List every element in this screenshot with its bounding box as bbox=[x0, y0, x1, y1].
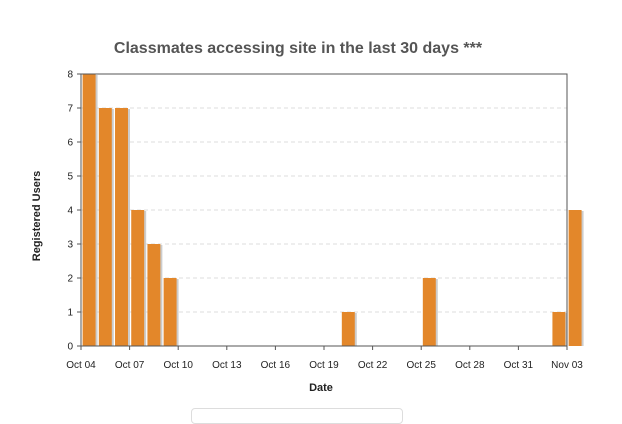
legend bbox=[191, 408, 403, 424]
chart-svg: Classmates accessing site in the last 30… bbox=[31, 40, 584, 394]
y-tick-label: 7 bbox=[67, 104, 73, 115]
y-tick-label: 6 bbox=[67, 138, 73, 149]
x-tick-label: Nov 03 bbox=[551, 360, 583, 371]
x-tick-label: Oct 16 bbox=[261, 360, 291, 371]
bar bbox=[552, 312, 566, 346]
bar bbox=[147, 244, 161, 346]
y-tick-label: 2 bbox=[67, 274, 73, 285]
y-tick-label: 3 bbox=[67, 240, 73, 251]
bar bbox=[422, 278, 436, 346]
y-tick-label: 4 bbox=[67, 206, 73, 217]
bar bbox=[341, 312, 355, 346]
x-tick-label: Oct 04 bbox=[66, 360, 96, 371]
y-axis-label: Registered Users bbox=[31, 171, 43, 262]
y-ticks: 0 1 2 3 4 5 6 7 8 bbox=[67, 70, 81, 353]
bars bbox=[82, 74, 584, 346]
x-tick-label: Oct 28 bbox=[455, 360, 485, 371]
chart: Classmates accessing site in the last 30… bbox=[31, 40, 584, 424]
bar bbox=[98, 108, 112, 346]
x-ticks: Oct 04 Oct 07 Oct 10 Oct 13 Oct 16 Oct 19 Oct … bbox=[66, 346, 583, 371]
y-tick-label: 8 bbox=[67, 70, 73, 81]
x-tick-label: Oct 31 bbox=[504, 360, 534, 371]
x-tick-label: Oct 25 bbox=[406, 360, 436, 371]
bar bbox=[115, 108, 128, 346]
bar bbox=[163, 278, 177, 346]
x-tick-label: Oct 10 bbox=[163, 360, 193, 371]
bar bbox=[131, 210, 145, 346]
x-tick-label: Oct 13 bbox=[212, 360, 242, 371]
bar bbox=[568, 210, 582, 346]
chart-title: Classmates accessing site in the last 30… bbox=[114, 40, 483, 57]
y-tick-label: 5 bbox=[67, 172, 73, 183]
bar bbox=[82, 74, 96, 346]
y-tick-label: 0 bbox=[67, 342, 73, 353]
x-axis-label: Date bbox=[309, 382, 333, 394]
x-tick-label: Oct 22 bbox=[358, 360, 388, 371]
x-tick-label: Oct 19 bbox=[309, 360, 339, 371]
x-tick-label: Oct 07 bbox=[115, 360, 145, 371]
y-tick-label: 1 bbox=[67, 308, 73, 319]
